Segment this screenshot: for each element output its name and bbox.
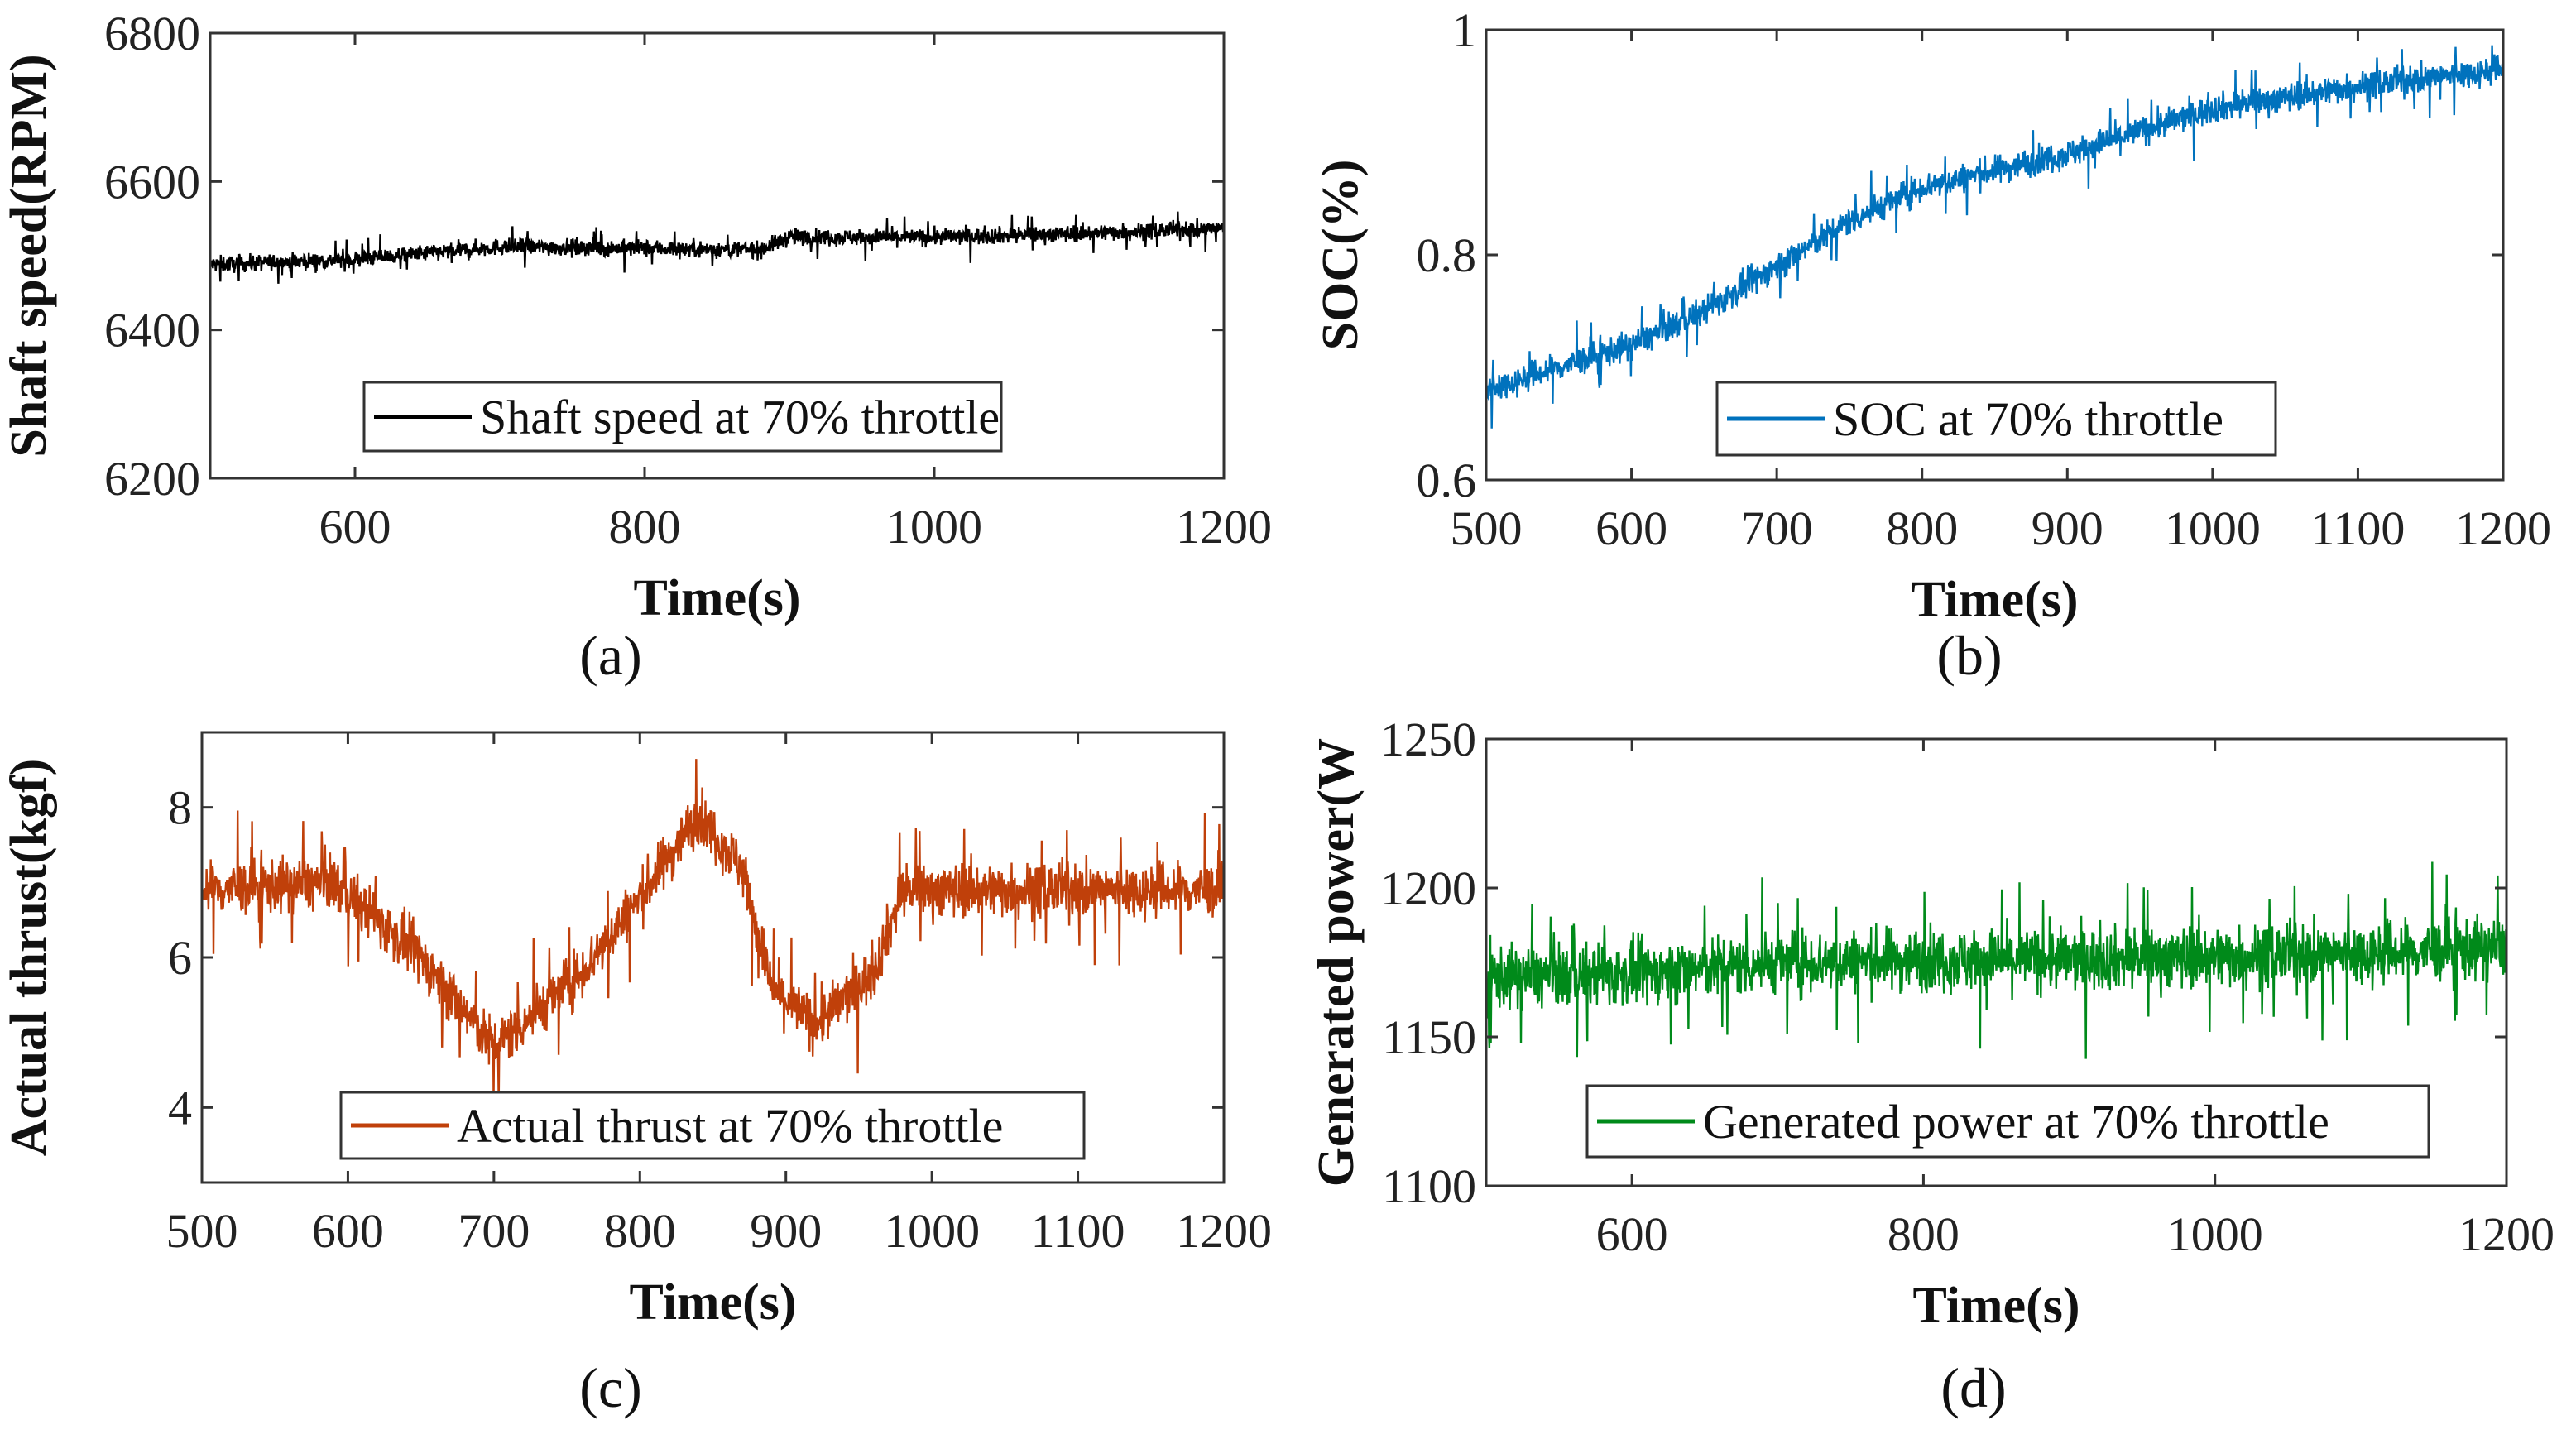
x-tick-label: 1200 xyxy=(2455,501,2551,555)
y-tick-label: 8 xyxy=(168,781,192,835)
x-tick-label: 500 xyxy=(166,1204,238,1258)
y-tick-label: 1100 xyxy=(1382,1159,1476,1213)
x-tick-label: 500 xyxy=(1451,501,1523,555)
panel-caption: (d) xyxy=(1940,1356,2006,1419)
x-tick-label: 600 xyxy=(312,1204,384,1258)
x-tick-label: 900 xyxy=(750,1204,822,1258)
series-line xyxy=(209,211,1226,284)
chart-panel-a: 600 800 1000 1200 6200 6400 6600 6800 Time(s) Sha… xyxy=(1,7,1272,687)
x-tick-label: 700 xyxy=(1741,501,1813,555)
x-tick-label: 1000 xyxy=(886,500,982,554)
panel-caption: (b) xyxy=(1936,624,2002,687)
x-tick-label: 1000 xyxy=(884,1204,980,1258)
series-line xyxy=(200,759,1226,1103)
x-tick-label: 800 xyxy=(604,1204,676,1258)
legend-label: Generated power at 70% throttle xyxy=(1703,1095,2329,1149)
y-tick-label: 1 xyxy=(1452,3,1476,57)
y-axis-label: SOC(%) xyxy=(1312,160,1369,351)
y-tick-label: 4 xyxy=(168,1081,192,1135)
legend-box xyxy=(1585,1084,2430,1159)
legend: Generated power at 70% throttle xyxy=(1585,1084,2430,1159)
panel-caption: (a) xyxy=(579,624,641,687)
x-tick-label: 1200 xyxy=(1176,1204,1272,1258)
legend: Shaft speed at 70% throttle xyxy=(362,381,1003,453)
axes-box xyxy=(1485,737,2508,1187)
y-tick-label: 6200 xyxy=(104,452,200,506)
x-tick-label: 800 xyxy=(1888,1207,1960,1261)
x-tick-label: 600 xyxy=(1595,501,1667,555)
y-axis-label: Generated power(W xyxy=(1308,738,1365,1187)
axes-box xyxy=(209,31,1226,480)
y-tick-label: 6800 xyxy=(104,7,200,60)
y-axis-label: Actual thrust(kgf) xyxy=(1,759,57,1156)
x-tick-label: 800 xyxy=(1886,501,1958,555)
legend-label: Actual thrust at 70% throttle xyxy=(457,1099,1003,1153)
x-tick-label: 1100 xyxy=(2310,501,2405,555)
chart-panel-c: 500 600 700 800 900 1000 1100 1200 4 6 8 Time(s) Act… xyxy=(1,731,1272,1419)
x-tick-label: 700 xyxy=(458,1204,530,1258)
legend-label: Shaft speed at 70% throttle xyxy=(480,391,1000,444)
x-tick-label: 800 xyxy=(609,500,681,554)
series-line xyxy=(1485,861,2508,1059)
y-tick-label: 1200 xyxy=(1380,861,1476,915)
x-tick-label: 1000 xyxy=(2167,1207,2263,1261)
legend-box xyxy=(339,1091,1086,1160)
panel-caption: (c) xyxy=(579,1356,641,1419)
chart-panel-b: 500 600 700 800 900 1000 1100 1200 0.6 0.8 1 Time(s… xyxy=(1312,3,2551,687)
x-axis-label: Time(s) xyxy=(1911,572,2078,628)
y-axis-label: Shaft speed(RPM) xyxy=(1,54,57,457)
series-line xyxy=(1485,45,2505,429)
x-tick-label: 600 xyxy=(1596,1207,1668,1261)
x-tick-label: 600 xyxy=(319,500,391,554)
y-tick-label: 6400 xyxy=(104,304,200,357)
legend: Actual thrust at 70% throttle xyxy=(339,1091,1086,1160)
x-tick-label: 1200 xyxy=(1176,500,1272,554)
y-tick-label: 1150 xyxy=(1382,1010,1476,1064)
y-tick-label: 6 xyxy=(168,931,192,985)
y-tick-label: 1250 xyxy=(1380,712,1476,766)
x-axis-label: Time(s) xyxy=(1912,1278,2080,1334)
x-axis-label: Time(s) xyxy=(629,1274,796,1331)
x-tick-label: 1000 xyxy=(2165,501,2261,555)
legend-label: SOC at 70% throttle xyxy=(1833,392,2223,446)
y-tick-label: 6600 xyxy=(104,155,200,209)
x-tick-label: 1200 xyxy=(2458,1207,2554,1261)
y-tick-label: 0.6 xyxy=(1417,453,1477,507)
chart-panel-d: 600 800 1000 1200 1100 1150 1200 1250 Time(s) Gen… xyxy=(1308,712,2554,1419)
legend: SOC at 70% throttle xyxy=(1715,381,2277,457)
x-tick-label: 1100 xyxy=(1031,1204,1125,1258)
x-axis-label: Time(s) xyxy=(633,570,800,626)
y-tick-label: 0.8 xyxy=(1417,228,1477,282)
x-tick-label: 900 xyxy=(2032,501,2103,555)
